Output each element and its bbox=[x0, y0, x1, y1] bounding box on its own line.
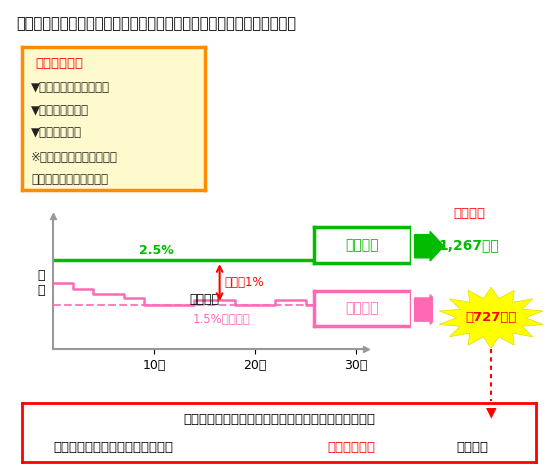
Text: 2.5%: 2.5% bbox=[139, 244, 174, 257]
Text: 金利差1%: 金利差1% bbox=[225, 276, 264, 289]
Text: ▼返済期間３０年: ▼返済期間３０年 bbox=[31, 104, 89, 117]
Text: ※団信、信用保証、諸経費: ※団信、信用保証、諸経費 bbox=[31, 151, 118, 164]
Text: 図１　金利タイプ別総利息額比較図－変動金利が低金利で推移した場合: 図１ 金利タイプ別総利息額比較図－変動金利が低金利で推移した場合 bbox=[17, 16, 297, 31]
FancyArrow shape bbox=[415, 232, 444, 261]
Text: 総利息額: 総利息額 bbox=[453, 207, 485, 220]
Text: 変動金利: 変動金利 bbox=[345, 302, 379, 315]
Text: 約727万円: 約727万円 bbox=[466, 311, 517, 324]
Text: 1.5%（平均）: 1.5%（平均） bbox=[193, 313, 250, 326]
Text: 固定金利: 固定金利 bbox=[345, 238, 379, 252]
Y-axis label: 金
利: 金 利 bbox=[38, 269, 46, 296]
Text: 返済期間: 返済期間 bbox=[189, 293, 219, 306]
Text: ▼: ▼ bbox=[486, 406, 497, 420]
Text: 1,267万円: 1,267万円 bbox=[438, 238, 500, 252]
Polygon shape bbox=[440, 287, 543, 348]
Text: になる！: になる！ bbox=[456, 441, 488, 454]
Text: ▼元利均等払い: ▼元利均等払い bbox=[31, 126, 82, 138]
Text: 約５００万円: 約５００万円 bbox=[327, 441, 376, 454]
Text: などは計算に含まない: などは計算に含まない bbox=[31, 173, 108, 186]
Text: モデルケース: モデルケース bbox=[35, 57, 83, 70]
Text: 変動金利が低水準を続け、完全固定との金利差が１％: 変動金利が低水準を続け、完全固定との金利差が１％ bbox=[183, 413, 375, 426]
FancyArrow shape bbox=[415, 295, 444, 325]
Text: だった場合、総返済利息額の差は: だった場合、総返済利息額の差は bbox=[53, 441, 173, 454]
Text: ▼借入額３，０００万円: ▼借入額３，０００万円 bbox=[31, 81, 110, 94]
